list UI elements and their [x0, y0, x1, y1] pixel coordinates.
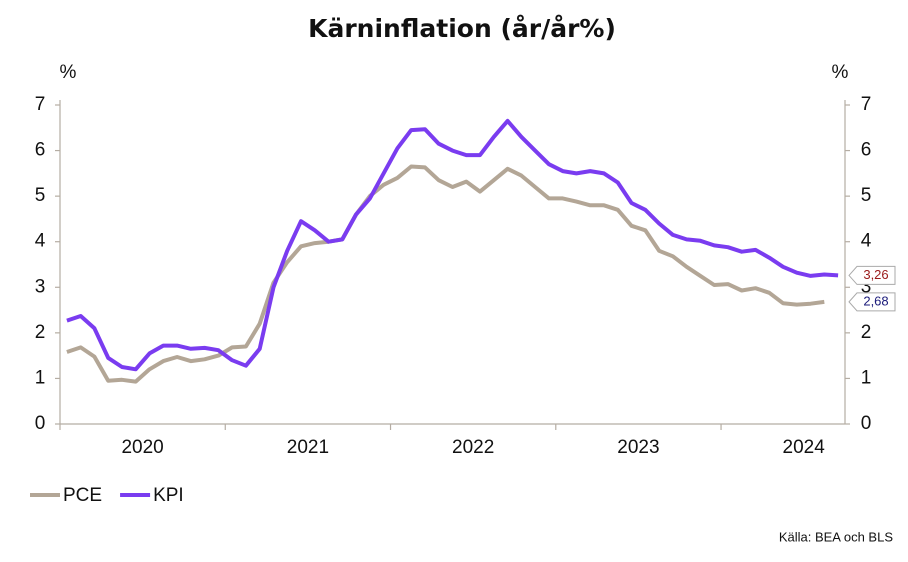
y-tick-label: 5 [35, 185, 46, 206]
year-label: 2020 [121, 437, 163, 458]
y-tick-label: 3 [35, 276, 46, 297]
y2-tick-label: 5 [861, 185, 872, 206]
y-tick-label: 1 [35, 367, 46, 388]
y-tick-label: 4 [35, 231, 46, 252]
y2-tick-label: 2 [861, 322, 872, 343]
legend-label: KPI [153, 485, 184, 506]
y2-axis-label: % [832, 62, 849, 83]
end-label: 2,68 [863, 293, 888, 308]
y-axis-label: % [60, 62, 77, 83]
y-tick-label: 0 [35, 413, 46, 434]
y2-tick-label: 0 [861, 413, 872, 434]
end-label-box [848, 265, 896, 285]
series-line [66, 118, 839, 372]
end-label-box [848, 292, 896, 312]
series-line [66, 164, 825, 384]
chart-title: Kärninflation (år/år%) [308, 14, 616, 43]
year-label: 2024 [783, 437, 826, 458]
y-tick-label: 7 [35, 94, 46, 115]
source: Källa: BEA och BLS [779, 529, 894, 544]
y2-tick-label: 6 [861, 140, 872, 161]
year-label: 2021 [287, 437, 329, 458]
y-tick-label: 6 [35, 140, 46, 161]
legend-label: PCE [63, 485, 102, 506]
y2-tick-label: 7 [861, 94, 872, 115]
y-tick-label: 2 [35, 322, 46, 343]
end-label: 3,26 [863, 267, 888, 282]
year-label: 2022 [452, 437, 494, 458]
y2-tick-label: 4 [861, 231, 872, 252]
y2-tick-label: 3 [861, 276, 872, 297]
y2-tick-label: 1 [861, 367, 872, 388]
year-label: 2023 [617, 437, 659, 458]
